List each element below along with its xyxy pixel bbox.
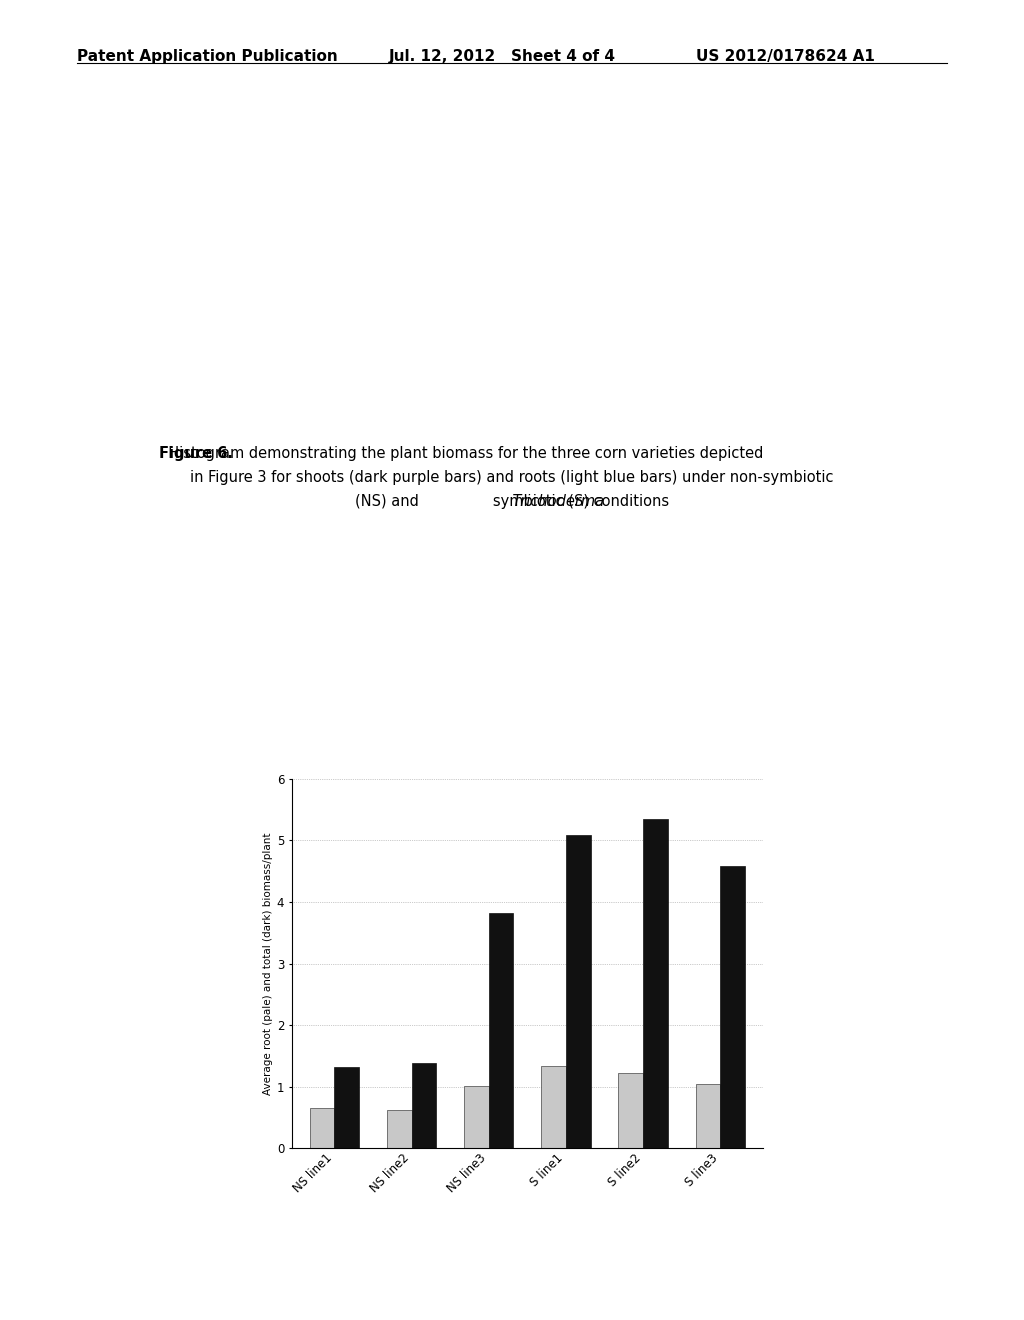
Text: (NS) and                symbiotic (S) conditions: (NS) and symbiotic (S) conditions — [355, 494, 669, 508]
Bar — [334, 1067, 359, 1148]
Bar — [643, 818, 668, 1148]
Bar — [618, 1073, 643, 1148]
Text: Jul. 12, 2012   Sheet 4 of 4: Jul. 12, 2012 Sheet 4 of 4 — [389, 49, 616, 63]
Text: Patent Application Publication: Patent Application Publication — [77, 49, 338, 63]
Bar — [721, 866, 745, 1148]
Bar — [464, 1085, 488, 1148]
Bar — [542, 1067, 566, 1148]
Y-axis label: Average root (pale) and total (dark) biomass/plant: Average root (pale) and total (dark) bio… — [262, 833, 272, 1094]
Bar — [309, 1109, 334, 1148]
Text: US 2012/0178624 A1: US 2012/0178624 A1 — [696, 49, 876, 63]
Bar — [695, 1084, 721, 1148]
Bar — [488, 913, 513, 1148]
Text: in Figure 3 for shoots (dark purple bars) and roots (light blue bars) under non-: in Figure 3 for shoots (dark purple bars… — [190, 470, 834, 484]
Text: Trichoderma: Trichoderma — [420, 494, 604, 508]
Text: Histogram demonstrating the plant biomass for the three corn varieties depicted: Histogram demonstrating the plant biomas… — [159, 446, 763, 461]
Bar — [412, 1064, 436, 1148]
Text: Figure 6.: Figure 6. — [159, 446, 232, 461]
Bar — [387, 1110, 412, 1148]
Bar — [566, 836, 591, 1148]
